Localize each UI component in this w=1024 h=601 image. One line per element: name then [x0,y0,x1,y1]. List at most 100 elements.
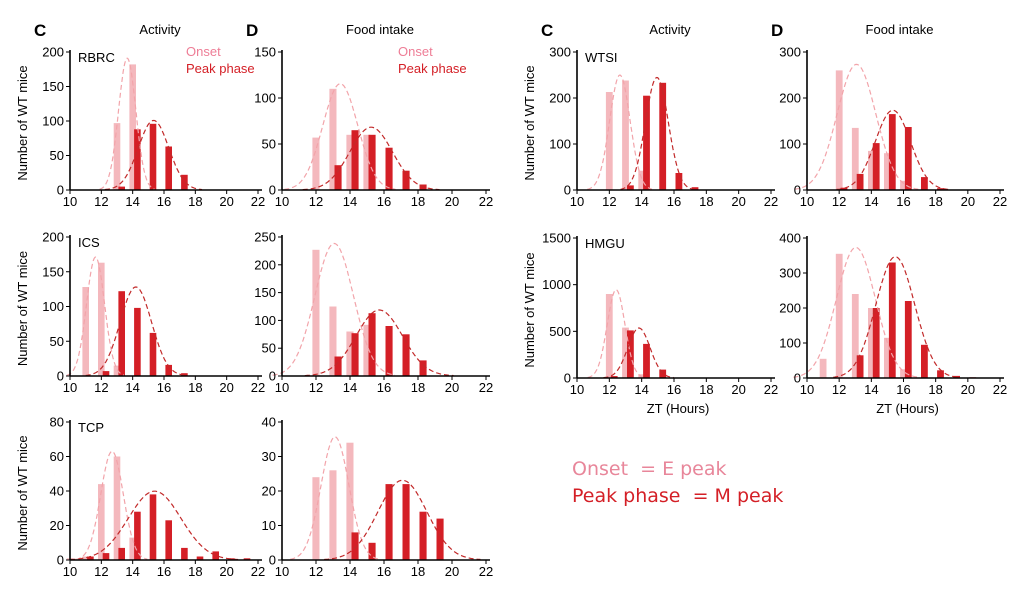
p2-onset-bar [329,88,337,190]
p7-y-tick-label: 300 [549,45,571,60]
p2-y-tick-label: 50 [262,137,276,152]
p1-peak-bar [118,186,125,190]
p3-x-tick-label: 16 [157,380,171,395]
p1-panel-title: Activity [139,22,181,37]
p4-y-tick-label: 50 [262,341,276,356]
p4-x-tick-label: 20 [445,380,459,395]
p8-y-tick-label: 100 [779,137,801,152]
p4-peak-bar [385,326,393,376]
p6-y-tick-label: 40 [262,415,276,430]
p4-onset-bar [329,306,337,376]
p6-x-tick-label: 22 [479,564,493,579]
p5-x-tick-label: 16 [157,564,171,579]
p10-onset-bar [835,253,843,379]
p9-y-axis-label: Number of WT mice [522,252,537,367]
p2-y-tick-label: 0 [269,183,276,198]
p6-x-tick-label: 10 [275,564,289,579]
p7-peak-bar [627,185,634,190]
p8-onset-bar [835,70,843,190]
p1-peak-bar [149,123,157,190]
p10-y-tick-label: 200 [779,301,801,316]
p2-legend-onset: Onset [398,44,433,59]
p7-onset-bar [605,92,613,190]
p1-peak-bar [165,146,172,190]
p5-y-tick-label: 60 [50,449,64,464]
p1-x-tick-label: 10 [63,194,77,209]
p7-x-tick-label: 10 [570,194,584,209]
p2-peak-bar [334,165,342,190]
p9-site-label: HMGU [585,236,625,251]
p10-onset-bar [851,294,859,378]
p6-peak-bar [402,484,410,560]
p8-panel-letter: D [771,21,783,40]
p5-peak-bar [212,551,219,560]
p5-onset-bar [82,556,89,560]
p10-onset-bar [900,369,907,379]
p3-onset-bar [98,262,105,376]
p9-x-axis-label: ZT (Hours) [647,401,710,416]
p1-x-tick-label: 22 [251,194,265,209]
p8-x-tick-label: 20 [961,194,975,209]
p2-y-tick-label: 100 [254,91,276,106]
p2-onset-bar [363,134,371,190]
p9-onset-bar [605,294,613,378]
p2-onset-fit-curve [284,83,396,190]
p1-y-tick-label: 0 [57,183,64,198]
onset-note: Onset = E peak [572,458,727,480]
p6-x-tick-label: 14 [343,564,357,579]
p9-peak-bar [659,369,667,378]
p10-onset-bar [884,337,891,379]
p3-y-axis-label: Number of WT mice [15,251,30,366]
p3-x-tick-label: 12 [94,380,108,395]
p3-x-tick-label: 18 [188,380,202,395]
p2-x-tick-label: 20 [445,194,459,209]
p7-y-axis-label: Number of WT mice [522,65,537,180]
p7-panel-letter: C [541,21,553,40]
p10-y-tick-label: 400 [779,231,801,246]
p8-x-tick-label: 10 [800,194,814,209]
p8-peak-bar [840,187,848,190]
p7-y-tick-label: 100 [549,137,571,152]
p10-y-tick-label: 0 [794,371,801,386]
p10-x-tick-label: 16 [896,382,910,397]
p8-peak-fit-curve [836,109,950,191]
p4-y-tick-label: 250 [254,230,276,245]
p1-onset-bar [113,123,121,190]
p1-peak-bar [134,129,141,190]
p3-peak-bar [102,371,110,376]
p7-onset-bar [622,80,629,190]
p8-x-tick-label: 14 [864,194,878,209]
p2-x-tick-label: 12 [309,194,323,209]
p7-peak-fit-curve [620,76,694,190]
p7-x-tick-label: 22 [764,194,778,209]
p9-y-tick-label: 1500 [542,231,571,246]
p10-y-tick-label: 300 [779,266,801,281]
p3-y-tick-label: 200 [42,230,64,245]
p3-onset-fit-curve [66,256,125,376]
p1-x-tick-label: 12 [94,194,108,209]
p2-panel-letter: D [246,21,258,40]
p8-x-tick-label: 16 [896,194,910,209]
p6-x-tick-label: 16 [377,564,391,579]
p5-peak-bar [165,520,172,560]
p5-peak-bar [118,547,125,560]
p3-y-tick-label: 100 [42,299,64,314]
p6-peak-bar [385,484,393,560]
p10-x-tick-label: 12 [832,382,846,397]
p10-peak-bar [904,301,912,378]
p5-onset-bar [129,537,136,560]
p8-onset-bar [884,153,891,190]
p5-x-tick-label: 12 [94,564,108,579]
p5-onset-bar [98,484,105,560]
p6-peak-bar [368,542,376,561]
p9-onset-fit-curve [587,289,645,379]
p5-peak-bar [228,558,235,560]
p4-x-tick-label: 14 [343,380,357,395]
p8-onset-bar [900,180,907,190]
p1-legend-onset: Onset [186,44,221,59]
p7-peak-bar [643,95,650,190]
p1-x-tick-label: 20 [219,194,233,209]
p7-x-tick-label: 18 [699,194,713,209]
p9-x-tick-label: 16 [667,382,681,397]
p3-x-tick-label: 10 [63,380,77,395]
